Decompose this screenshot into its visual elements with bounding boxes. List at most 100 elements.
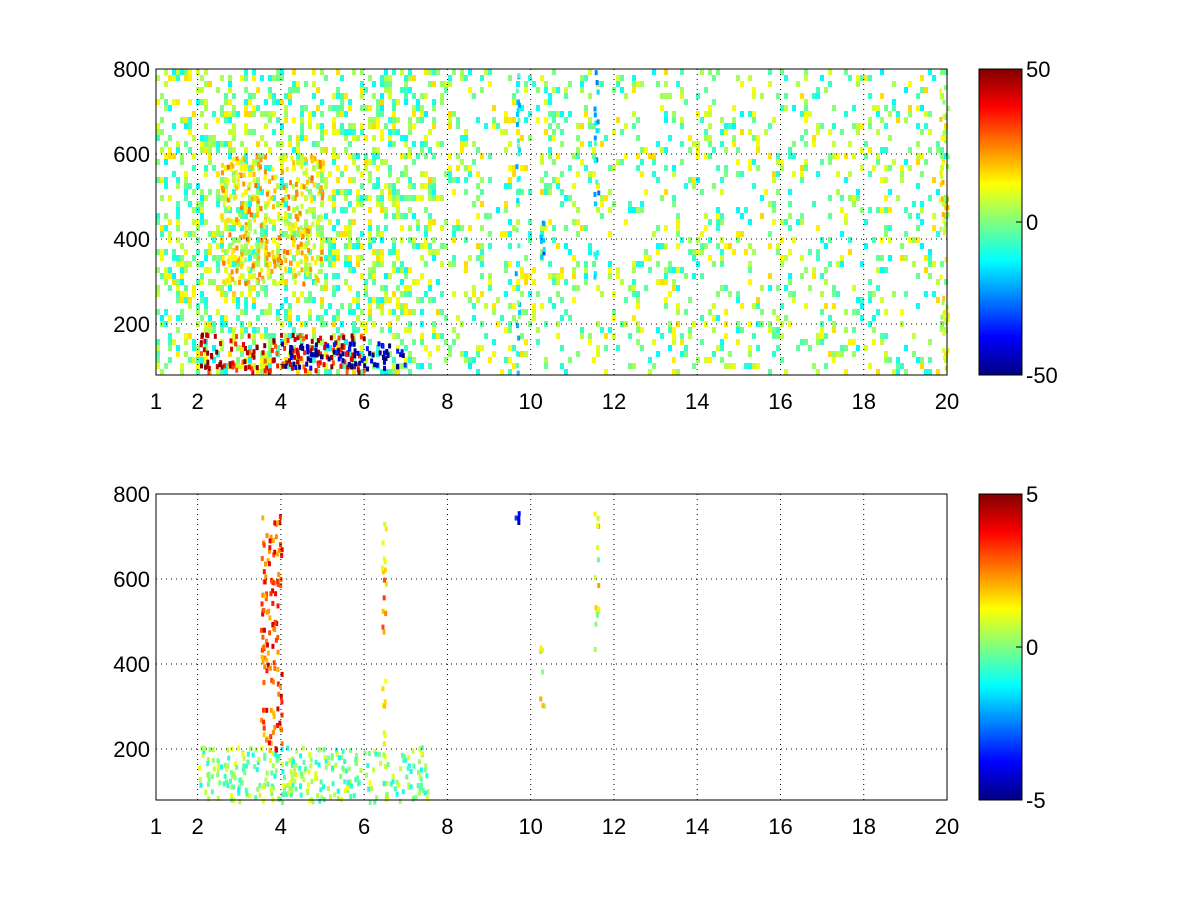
heatmap-cell [788, 249, 792, 255]
heatmap-cell [247, 236, 251, 242]
heatmap-cell [234, 194, 238, 200]
heatmap-cell [305, 172, 309, 178]
heatmap-cell [460, 159, 464, 165]
heatmap-cell [267, 216, 271, 222]
heatmap-cell [504, 357, 508, 363]
heatmap-cell [280, 141, 284, 147]
heatmap-cell [772, 219, 776, 225]
heatmap-cell [238, 276, 242, 282]
heatmap-cell [936, 147, 940, 153]
heatmap-cell [540, 189, 544, 195]
heatmap-cell [265, 707, 269, 713]
heatmap-cell [324, 369, 328, 375]
heatmap-cell [564, 93, 568, 99]
heatmap-cell [188, 183, 192, 189]
heatmap-cell [880, 297, 884, 303]
heatmap-cell [200, 147, 204, 153]
heatmap-cell [424, 243, 428, 249]
heatmap-cell [636, 261, 640, 267]
heatmap-cell [939, 116, 943, 122]
heatmap-cell [684, 345, 688, 351]
heatmap-cell [397, 782, 401, 788]
heatmap-cell [343, 788, 347, 794]
heatmap-cell [704, 153, 708, 159]
heatmap-cell [357, 780, 361, 786]
heatmap-cell [286, 250, 290, 256]
heatmap-cell [252, 93, 256, 99]
heatmap-cell [176, 291, 180, 297]
heatmap-cell [288, 780, 292, 786]
heatmap-cell [552, 273, 556, 279]
heatmap-cell [210, 354, 214, 360]
heatmap-cell [820, 159, 824, 165]
heatmap-cell [264, 327, 268, 333]
heatmap-cell [544, 87, 548, 93]
heatmap-cell [597, 190, 601, 196]
heatmap-cell [604, 369, 608, 375]
heatmap-cell [360, 93, 364, 99]
heatmap-cell [488, 279, 492, 285]
heatmap-cell [184, 183, 188, 189]
heatmap-cell [226, 177, 230, 183]
heatmap-cell [286, 233, 290, 239]
heatmap-cell [232, 171, 236, 177]
heatmap-cell [568, 165, 572, 171]
heatmap-cell [407, 782, 411, 788]
heatmap-cell [383, 559, 387, 565]
heatmap-cell [440, 291, 444, 297]
heatmap-cell [226, 747, 230, 753]
heatmap-cell [248, 165, 252, 171]
heatmap-cell [532, 303, 536, 309]
heatmap-cell [488, 357, 492, 363]
heatmap-cell [508, 165, 512, 171]
heatmap-cell [213, 333, 217, 339]
heatmap-cell [916, 237, 920, 243]
heatmap-cell [184, 171, 188, 177]
heatmap-cell [251, 263, 255, 269]
heatmap-cell [888, 237, 892, 243]
heatmap-cell [292, 327, 296, 333]
heatmap-cell [265, 191, 269, 197]
heatmap-cell [704, 111, 708, 117]
heatmap-cell [374, 751, 378, 757]
heatmap-cell [540, 249, 544, 255]
heatmap-cell [423, 790, 427, 796]
heatmap-cell [584, 273, 588, 279]
heatmap-cell [196, 279, 200, 285]
heatmap-cell [920, 363, 924, 369]
heatmap-cell [876, 369, 880, 375]
heatmap-cell [396, 129, 400, 135]
heatmap-cell [696, 111, 700, 117]
heatmap-cell [184, 231, 188, 237]
heatmap-cell [184, 69, 188, 75]
heatmap-cell [880, 207, 884, 213]
heatmap-cell [584, 105, 588, 111]
heatmap-cell [423, 767, 427, 773]
heatmap-cell [400, 213, 404, 219]
heatmap-cell [323, 345, 327, 351]
heatmap-cell [544, 99, 548, 105]
heatmap-cell [880, 177, 884, 183]
heatmap-cell [284, 221, 288, 227]
heatmap-cell [196, 303, 200, 309]
heatmap-cell [320, 285, 324, 291]
heatmap-cell [263, 368, 267, 374]
heatmap-cell [514, 271, 518, 277]
heatmap-cell [244, 201, 248, 207]
heatmap-cell [916, 123, 920, 129]
heatmap-cell [416, 363, 420, 369]
heatmap-cell [436, 333, 440, 339]
heatmap-cell [896, 357, 900, 363]
heatmap-cell [172, 249, 176, 255]
heatmap-cell [672, 201, 676, 207]
heatmap-cell [488, 81, 492, 87]
heatmap-cell [288, 267, 292, 273]
heatmap-cell [756, 303, 760, 309]
heatmap-cell [360, 81, 364, 87]
heatmap-cell [508, 357, 512, 363]
heatmap-cell [299, 259, 303, 265]
heatmap-cell [160, 273, 164, 279]
heatmap-cell [328, 171, 332, 177]
heatmap-cell [300, 250, 304, 256]
heatmap-cell [480, 255, 484, 261]
